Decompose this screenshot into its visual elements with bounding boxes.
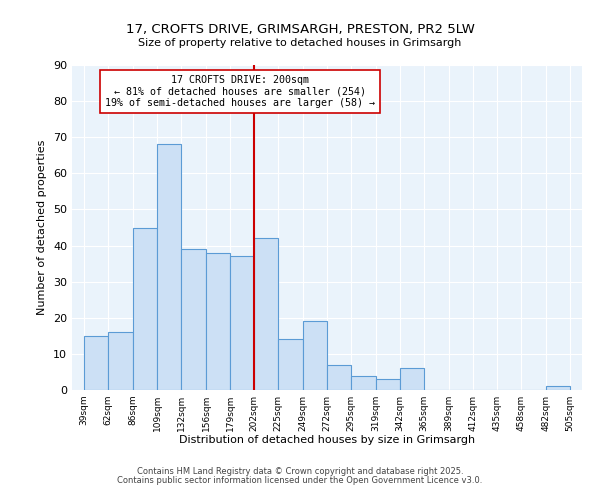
Bar	[400, 368, 424, 390]
X-axis label: Distribution of detached houses by size in Grimsargh: Distribution of detached houses by size …	[179, 436, 475, 446]
Bar	[84, 336, 108, 390]
Text: Contains public sector information licensed under the Open Government Licence v3: Contains public sector information licen…	[118, 476, 482, 485]
Bar	[157, 144, 181, 390]
Bar	[230, 256, 254, 390]
Bar	[254, 238, 278, 390]
Y-axis label: Number of detached properties: Number of detached properties	[37, 140, 47, 315]
Bar	[546, 386, 570, 390]
Text: 17, CROFTS DRIVE, GRIMSARGH, PRESTON, PR2 5LW: 17, CROFTS DRIVE, GRIMSARGH, PRESTON, PR…	[125, 22, 475, 36]
Bar	[376, 379, 400, 390]
Text: Contains HM Land Registry data © Crown copyright and database right 2025.: Contains HM Land Registry data © Crown c…	[137, 467, 463, 476]
Bar	[303, 322, 327, 390]
Bar	[327, 364, 351, 390]
Bar	[278, 340, 303, 390]
Text: Size of property relative to detached houses in Grimsargh: Size of property relative to detached ho…	[139, 38, 461, 48]
Bar	[206, 253, 230, 390]
Bar	[108, 332, 133, 390]
Bar	[133, 228, 157, 390]
Bar	[351, 376, 376, 390]
Bar	[181, 249, 206, 390]
Text: 17 CROFTS DRIVE: 200sqm
← 81% of detached houses are smaller (254)
19% of semi-d: 17 CROFTS DRIVE: 200sqm ← 81% of detache…	[106, 74, 376, 108]
